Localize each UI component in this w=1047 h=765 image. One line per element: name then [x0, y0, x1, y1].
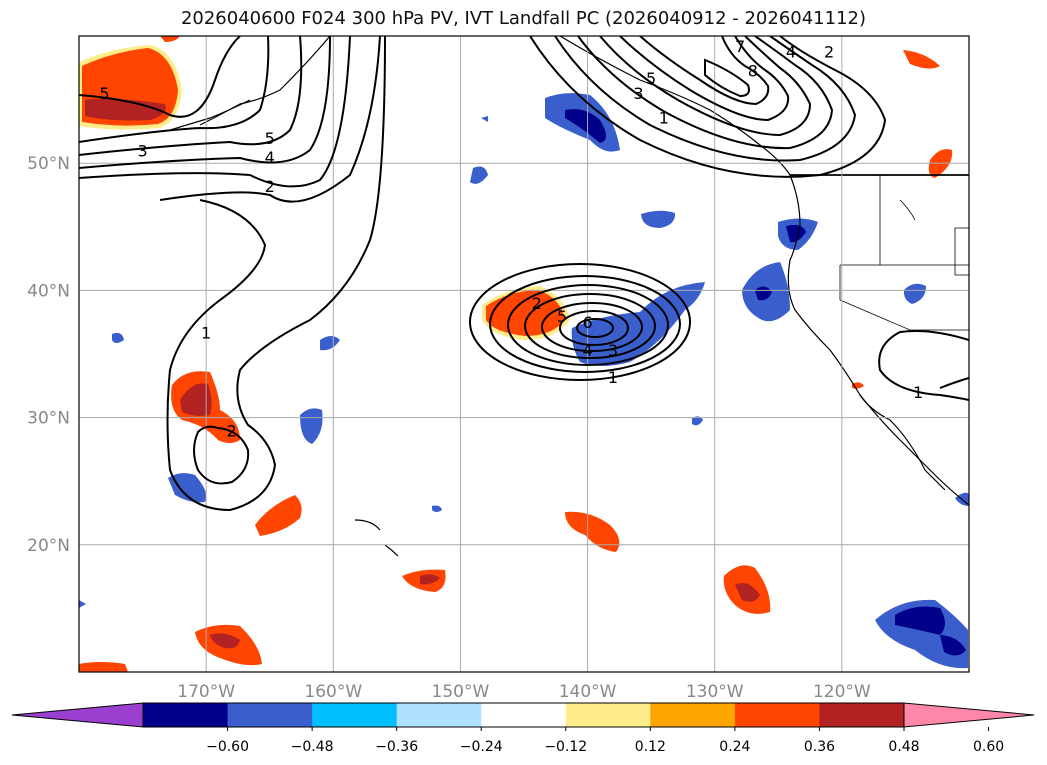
colorbar-tick-label: 0.48: [888, 739, 919, 755]
contour-label: 1: [659, 108, 669, 127]
contour-label: 2: [532, 294, 542, 313]
colorbar-tick-label: −0.12: [544, 739, 587, 755]
colorbar-tick-label: 0.60: [973, 739, 1004, 755]
contour-label: 2: [824, 42, 834, 61]
longitude-ticks: 170°W 160°W 150°W 140°W 130°W 120°W: [177, 682, 871, 702]
contour-label: 1: [608, 368, 618, 387]
colorbar: −0.60 −0.48 −0.36 −0.24 −0.12 0.12 0.24 0.36 0.4…: [11, 702, 1035, 755]
lon-tick-label: 160°W: [304, 682, 362, 702]
colorbar-tick-label: 0.36: [804, 739, 835, 755]
contour-label: 5: [99, 84, 109, 103]
lat-tick-label: 30°N: [27, 409, 70, 429]
colorbar-tick-label: −0.48: [291, 739, 334, 755]
colorbar-swatch: [227, 703, 313, 727]
colorbar-tick-label: −0.24: [460, 739, 503, 755]
contour-label: 2: [226, 421, 236, 440]
contour-label: 2: [265, 177, 275, 196]
contour-label: 3: [137, 141, 147, 160]
contour-label: 4: [582, 341, 592, 360]
colorbar-frame: [142, 702, 905, 728]
contour-label: 3: [633, 84, 643, 103]
contour-label: 4: [786, 42, 796, 61]
contour-label: 4: [265, 148, 275, 167]
latitude-ticks: 20°N 30°N 40°N 50°N: [27, 154, 70, 556]
map-title: 2026040600 F024 300 hPa PV, IVT Landfall…: [180, 8, 867, 29]
lon-tick-label: 170°W: [177, 682, 235, 702]
colorbar-swatch: [481, 703, 567, 727]
lon-tick-label: 120°W: [813, 682, 871, 702]
colorbar-swatch: [819, 703, 905, 727]
lat-tick-label: 50°N: [27, 154, 70, 174]
colorbar-extend-min: [11, 702, 144, 728]
lon-tick-label: 130°W: [686, 682, 744, 702]
lon-tick-label: 150°W: [432, 682, 490, 702]
contour-label: 5: [265, 129, 275, 148]
colorbar-swatch: [650, 703, 736, 727]
colorbar-tick-label: −0.36: [375, 739, 418, 755]
contour-label: 1: [201, 323, 211, 342]
contour-label: 6: [582, 313, 592, 332]
colorbar-extend-max: [903, 702, 1035, 728]
pv-anomaly-fills: [79, 36, 969, 672]
colorbar-swatch: [396, 703, 482, 727]
contour-label: 1: [913, 383, 923, 402]
ivt-contours: [79, 36, 969, 512]
contour-label: 5: [646, 69, 656, 88]
map-frame: [78, 35, 970, 673]
coastlines: [169, 36, 969, 557]
gridlines: [79, 36, 969, 672]
contour-label: 3: [608, 341, 618, 360]
lat-tick-label: 20°N: [27, 536, 70, 556]
lon-tick-label: 140°W: [559, 682, 617, 702]
lat-tick-label: 40°N: [27, 281, 70, 301]
contour-label: 5: [557, 307, 567, 326]
colorbar-swatch: [312, 703, 398, 727]
colorbar-swatch: [565, 703, 651, 727]
colorbar-tick-label: −0.60: [206, 739, 249, 755]
colorbar-tick-label: 0.12: [635, 739, 666, 755]
colorbar-swatch: [143, 703, 229, 727]
colorbar-tick-label: 0.24: [719, 739, 750, 755]
contour-label: 8: [748, 61, 758, 80]
contour-label: 7: [735, 37, 745, 56]
colorbar-swatch: [734, 703, 820, 727]
